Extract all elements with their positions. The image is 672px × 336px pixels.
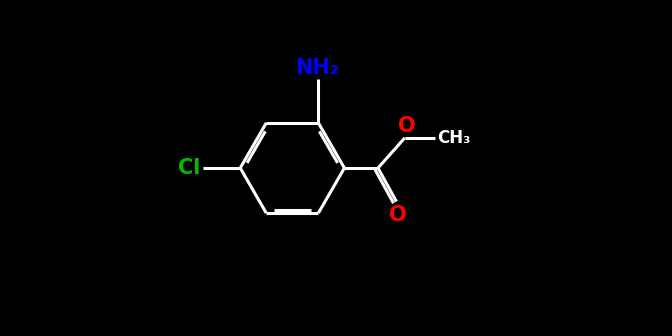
Text: CH₃: CH₃: [437, 129, 470, 147]
Text: NH₂: NH₂: [295, 57, 339, 78]
Text: O: O: [388, 205, 407, 225]
Text: O: O: [398, 116, 415, 136]
Text: Cl: Cl: [178, 158, 200, 178]
